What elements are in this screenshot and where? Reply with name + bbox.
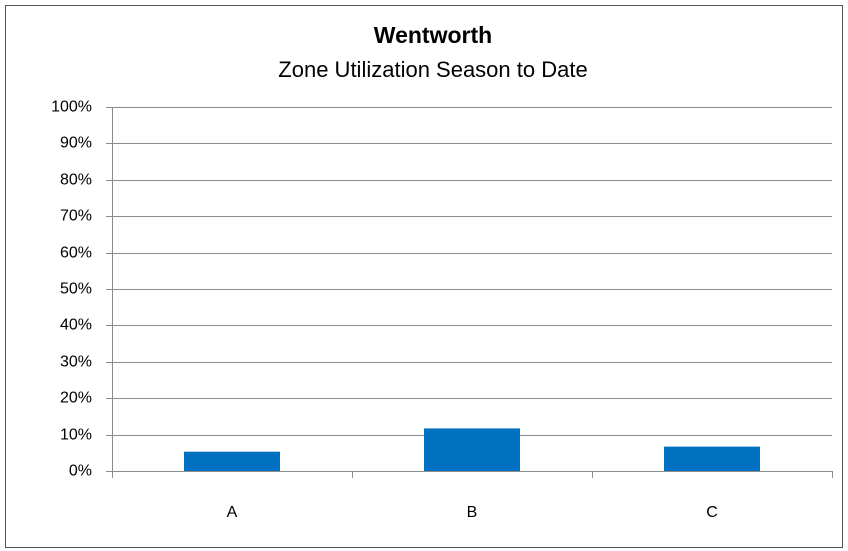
bar: [664, 446, 760, 471]
bar: [424, 428, 520, 471]
y-tick-label: 90%: [60, 135, 92, 152]
bar: [184, 451, 280, 471]
chart-title: Wentworth: [374, 22, 492, 48]
y-tick-label: 0%: [69, 463, 92, 480]
y-tick-label: 40%: [60, 317, 92, 334]
x-tick-label: A: [227, 504, 238, 521]
y-tick-label: 30%: [60, 354, 92, 371]
x-tick-label: C: [706, 504, 718, 521]
y-tick-label: 80%: [60, 172, 92, 189]
y-tick-label: 20%: [60, 390, 92, 407]
chart-subtitle: Zone Utilization Season to Date: [278, 57, 587, 82]
y-tick-label: 100%: [51, 99, 92, 116]
y-tick-label: 60%: [60, 245, 92, 262]
x-tick-label: B: [467, 504, 478, 521]
y-tick-label: 70%: [60, 208, 92, 225]
y-tick-label: 10%: [60, 427, 92, 444]
y-tick-label: 50%: [60, 281, 92, 298]
